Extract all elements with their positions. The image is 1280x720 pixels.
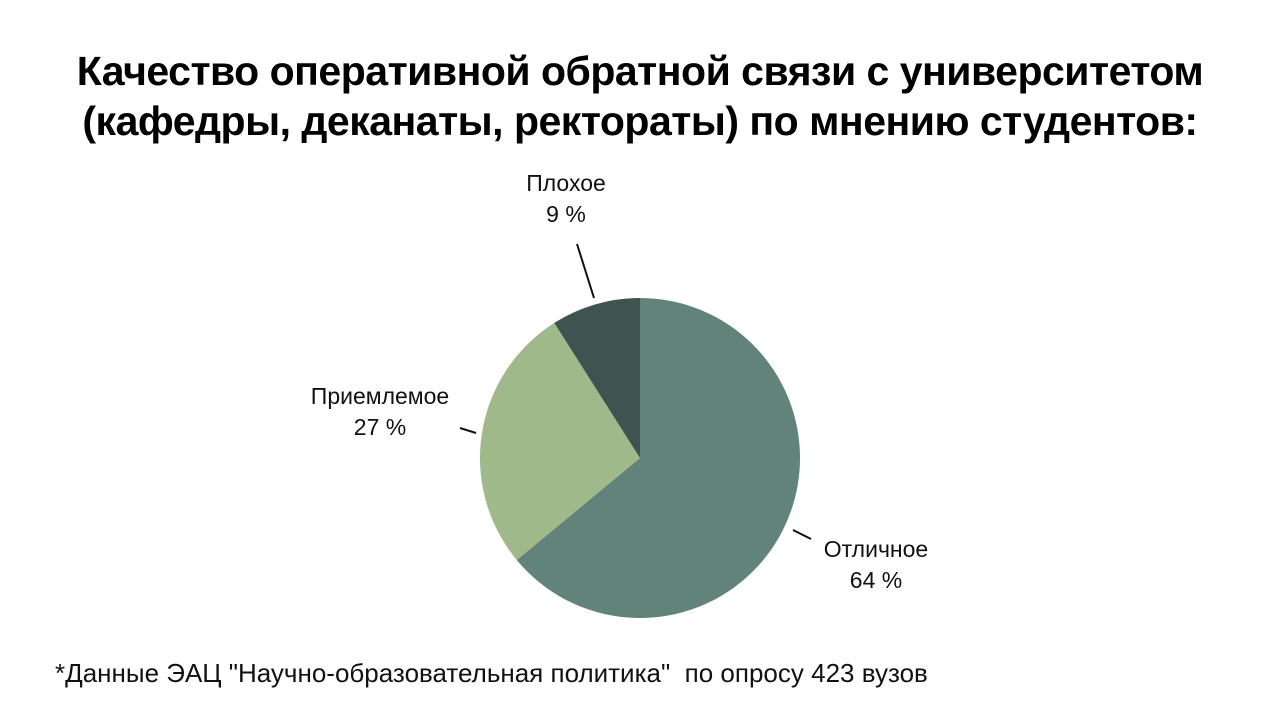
chart-title-line-2: (кафедры, деканаты, ректораты) по мнению… — [82, 98, 1198, 144]
slice-value-label-2: 27 % — [354, 414, 406, 440]
slice-label-3: Плохое — [526, 170, 606, 196]
chart-title: Качество оперативной обратной связи с ун… — [0, 46, 1280, 146]
slice-value-label-1: 64 % — [850, 567, 902, 593]
slice-labels: Отличное 64 % Приемлемое 27 % Плохое 9 % — [311, 170, 928, 593]
pie-slice-3 — [554, 298, 640, 458]
chart-title-line-1: Качество оперативной обратной связи с ун… — [76, 48, 1204, 94]
pie-slices — [480, 298, 801, 618]
footnote: *Данные ЭАЦ "Научно-образовательная поли… — [55, 658, 928, 688]
slice-label-2: Приемлемое — [311, 383, 449, 409]
leader-lines — [459, 243, 812, 540]
pie-slice-2 — [480, 322, 640, 560]
pie-slice-1 — [516, 298, 801, 618]
leader-line-2 — [459, 427, 477, 434]
leader-line-1 — [792, 529, 812, 540]
slice-value-label-3: 9 % — [546, 201, 586, 227]
slice-label-1: Отличное — [824, 536, 928, 562]
leader-line-3 — [576, 243, 595, 299]
